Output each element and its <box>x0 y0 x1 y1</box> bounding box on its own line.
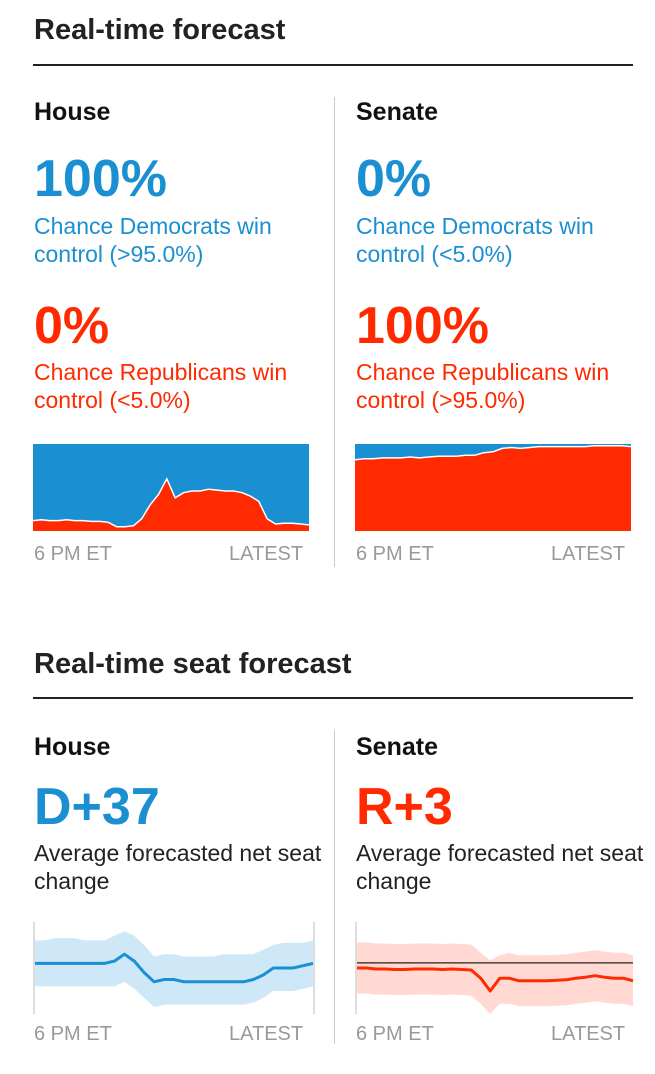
house-seat-axis-start: 6 PM ET <box>34 1023 112 1045</box>
senate-control-boundary-line <box>355 444 631 461</box>
seat-forecast-title: Real-time seat forecast <box>34 648 352 680</box>
forecast-rule <box>33 64 633 66</box>
senate-seat-axis-end: LATEST <box>551 1023 626 1045</box>
house-rep-pct: 0% <box>34 297 110 355</box>
senate-seat-chart <box>355 922 634 1014</box>
senate-dem-pct: 0% <box>356 150 432 208</box>
forecast-title: Real-time forecast <box>34 14 286 46</box>
senate-axis-start: 6 PM ET <box>356 543 434 565</box>
senate-control-rep-area <box>355 445 631 531</box>
senate-seat-axis-start: 6 PM ET <box>356 1023 434 1045</box>
house-seat-range-band <box>35 931 313 1008</box>
house-dem-desc: Chance Democrats win control (>95.0%) <box>34 213 272 267</box>
seat-forecast-rule <box>33 697 633 699</box>
senate-seat-range-band <box>357 942 633 1014</box>
senate-seat-average-line <box>357 966 634 993</box>
house-seat-value: D+37 <box>34 778 160 836</box>
house-seat-desc: Average forecasted net seat change <box>34 840 322 894</box>
forecast-divider <box>334 97 335 567</box>
house-seat-axis-end: LATEST <box>229 1023 304 1045</box>
house-control-boundary-line <box>33 477 309 528</box>
senate-dem-desc: Chance Democrats win control (<5.0%) <box>356 213 594 267</box>
senate-seat-label: Senate <box>356 733 438 761</box>
house-dem-pct: 100% <box>34 150 167 208</box>
senate-seat-desc: Average forecasted net seat change <box>356 840 644 894</box>
house-axis-end: LATEST <box>229 543 304 565</box>
senate-label: Senate <box>356 98 438 126</box>
seat-forecast-divider <box>334 730 335 1044</box>
house-seat-average-line <box>35 952 314 984</box>
house-axis-start: 6 PM ET <box>34 543 112 565</box>
senate-control-chart <box>355 444 631 531</box>
house-control-chart <box>33 444 309 531</box>
house-seat-chart <box>33 922 315 1014</box>
house-rep-desc: Chance Republicans win control (<5.0%) <box>34 359 288 413</box>
senate-rep-pct: 100% <box>356 297 489 355</box>
house-seat-label: House <box>34 733 111 761</box>
house-label: House <box>34 98 111 126</box>
senate-seat-value: R+3 <box>356 778 453 836</box>
senate-rep-desc: Chance Republicans win control (>95.0%) <box>356 359 610 413</box>
house-control-rep-area <box>33 478 309 531</box>
senate-axis-end: LATEST <box>551 543 626 565</box>
